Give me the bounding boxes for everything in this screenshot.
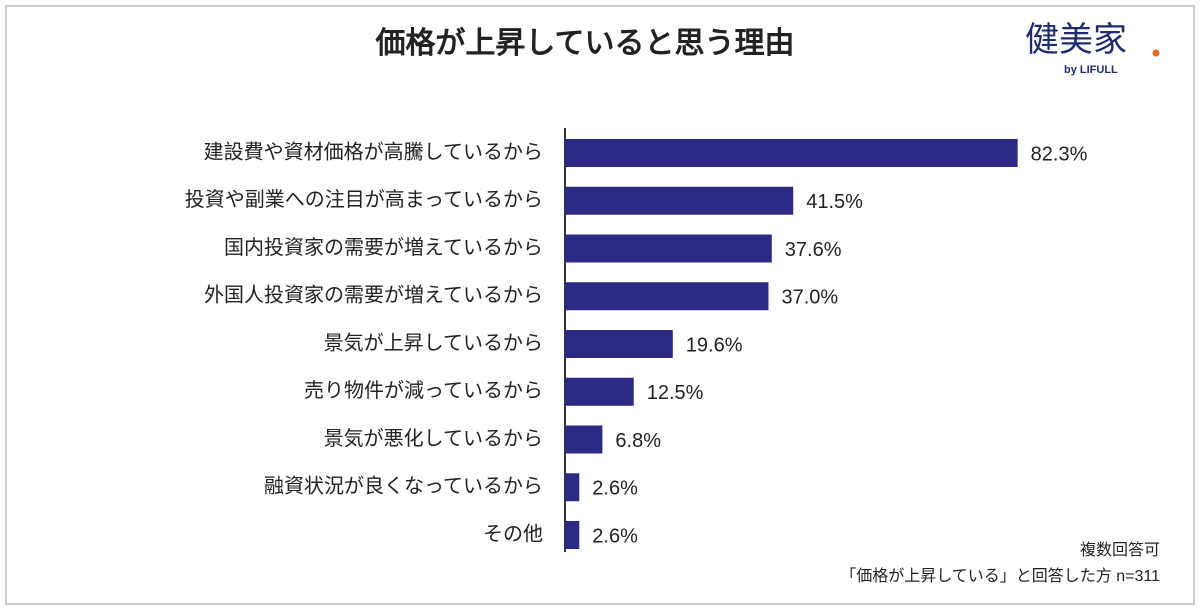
category-label: 国内投資家の需要が増えているから	[224, 236, 543, 259]
value-label: 12.5%	[647, 382, 704, 404]
value-label: 37.6%	[785, 239, 842, 261]
bar	[565, 330, 673, 358]
note: 複数回答可	[1080, 541, 1160, 559]
category-label: 外国人投資家の需要が増えているから	[204, 284, 543, 307]
chart-title: 価格が上昇していると思う理由	[374, 26, 794, 60]
category-label: その他	[483, 522, 543, 545]
bar	[565, 377, 634, 406]
bar	[565, 186, 794, 215]
category-label: 売り物件が減っているから	[304, 379, 543, 402]
value-label: 37.0%	[782, 287, 839, 309]
bar	[565, 282, 769, 311]
value-label: 82.3%	[1031, 143, 1088, 165]
category-label: 景気が悪化しているから	[324, 427, 543, 450]
logo-sub: by LIFULL	[1064, 64, 1118, 76]
value-label: 19.6%	[686, 334, 743, 356]
logo: 健美家	[1025, 21, 1127, 59]
bar	[565, 473, 580, 502]
value-label: 2.6%	[592, 525, 638, 547]
category-label: 建設費や資材価格が高騰しているから	[204, 140, 543, 163]
bar	[565, 425, 603, 454]
logo-dot	[1152, 49, 1160, 57]
category-label: 融資状況が良くなっているから	[264, 475, 543, 498]
bar	[565, 139, 1018, 167]
note: 「価格が上昇している」と回答した方 n=311	[840, 567, 1160, 585]
category-label: 投資や副業への注目が高まっているから	[185, 188, 543, 211]
value-label: 41.5%	[806, 191, 863, 213]
category-label: 景気が上昇しているから	[324, 331, 543, 354]
value-label: 2.6%	[592, 478, 638, 500]
bar	[565, 234, 772, 263]
value-label: 6.8%	[615, 430, 661, 452]
bar	[565, 521, 580, 549]
